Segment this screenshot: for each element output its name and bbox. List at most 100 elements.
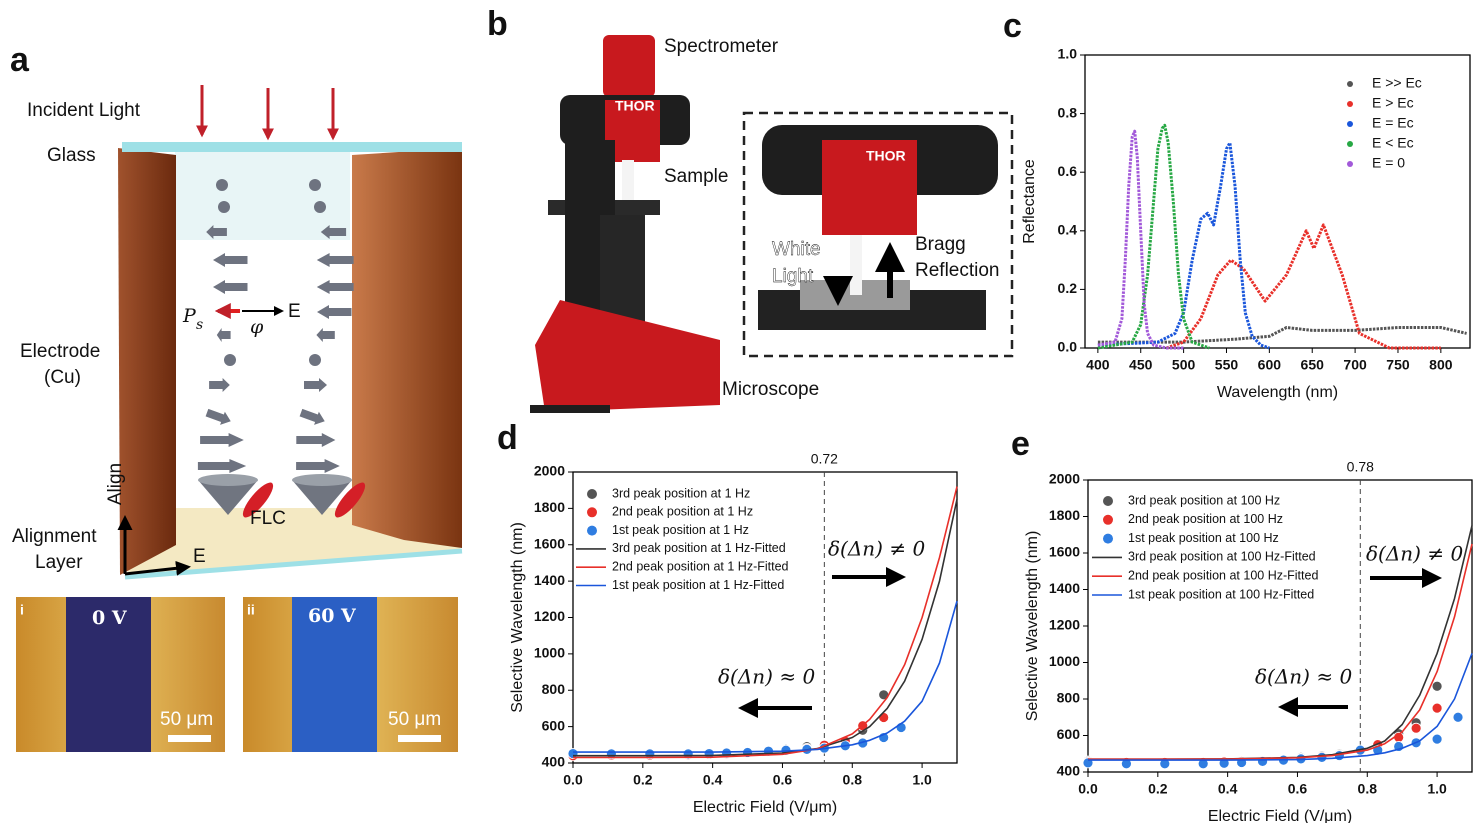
x-tick-label: 700	[1343, 357, 1367, 373]
x-tick-label: 1.0	[1427, 781, 1447, 797]
label: Reflection	[915, 260, 1000, 281]
brand: THOR	[615, 98, 655, 114]
label: i	[20, 602, 24, 618]
label: E	[288, 301, 301, 322]
label: FLC	[250, 508, 286, 529]
label: Glass	[47, 145, 96, 166]
legend-marker	[1103, 496, 1113, 506]
scale-bar	[168, 735, 211, 742]
y-tick-label: 1000	[1049, 653, 1080, 669]
label: P	[182, 305, 197, 327]
x-tick-label: 0.0	[563, 772, 583, 788]
legend-label: 1st peak position at 1 Hz	[612, 523, 749, 537]
cell-illustration	[117, 85, 463, 580]
y-tick-label: 800	[542, 681, 566, 697]
reference-label: 0.72	[811, 451, 838, 467]
y-tick-label: 400	[1057, 763, 1081, 779]
series-line	[1166, 223, 1441, 350]
microscope-illustration	[530, 35, 1014, 413]
label: Sample	[664, 166, 728, 187]
label: Align	[105, 463, 126, 505]
y-tick-label: 1600	[534, 535, 565, 551]
series-line	[1088, 653, 1473, 761]
label: Spectrometer	[664, 36, 779, 57]
y-tick-label: 1400	[534, 572, 565, 588]
panel-label: a	[10, 41, 30, 79]
label: (Cu)	[44, 367, 81, 388]
legend-label: 1st peak position at 1 Hz-Fitted	[612, 578, 784, 592]
y-tick-label: 600	[1057, 726, 1081, 742]
legend-label: 2nd peak position at 100 Hz	[1128, 512, 1283, 526]
y-tick-label: 2000	[1049, 471, 1080, 487]
plot-frame	[1084, 54, 1471, 349]
legend-label: E = 0	[1372, 155, 1405, 171]
series-line	[573, 499, 958, 757]
annotation: δ(Δn) ≈ 0	[1255, 665, 1352, 689]
x-axis-label: Electric Field (V/μm)	[693, 799, 837, 816]
label: s	[196, 317, 203, 333]
label: φ	[250, 316, 264, 338]
x-tick-label: 0.2	[633, 772, 653, 788]
label: Alignment	[12, 526, 97, 547]
panel-label: b	[487, 5, 508, 43]
panel-label: c	[1003, 7, 1022, 45]
label: 50 μm	[388, 709, 441, 730]
legend-marker	[1347, 121, 1353, 127]
x-tick-label: 750	[1386, 357, 1410, 373]
data-point	[1431, 702, 1443, 714]
x-tick-label: 1.0	[912, 772, 932, 788]
y-axis-label: Selective Wavelength (nm)	[509, 522, 526, 713]
legend-label: E >> Ec	[1372, 75, 1422, 91]
legend-marker	[1103, 533, 1113, 544]
label: 0 V	[92, 607, 128, 629]
data-point	[1316, 752, 1328, 763]
x-tick-label: 0.8	[1358, 781, 1378, 797]
legend-marker	[1347, 81, 1353, 87]
label: 60 V	[308, 605, 357, 627]
label: E	[193, 546, 206, 567]
y-tick-label: 1800	[1049, 507, 1080, 523]
legend-label: 2nd peak position at 1 Hz-Fitted	[612, 559, 789, 573]
label: 50 μm	[160, 709, 213, 730]
legend-marker	[587, 525, 597, 536]
y-tick-label: 1400	[1049, 580, 1080, 596]
y-tick-label: 400	[542, 754, 566, 770]
legend-marker	[1347, 101, 1353, 107]
label: ii	[247, 602, 255, 618]
y-axis-label: Selective Wavelength (nm)	[1024, 531, 1041, 722]
series-line	[1097, 141, 1270, 350]
x-tick-label: 0.4	[703, 772, 723, 788]
data-point	[1452, 711, 1464, 723]
legend-label: 1st peak position at 100 Hz	[1128, 531, 1279, 545]
y-tick-label: 0.0	[1058, 339, 1078, 355]
legend-label: E > Ec	[1372, 95, 1414, 111]
series-line	[573, 600, 958, 753]
legend-marker	[587, 489, 597, 499]
x-tick-label: 0.0	[1078, 781, 1098, 797]
legend-label: E = Ec	[1372, 115, 1414, 131]
label: Light	[772, 266, 814, 287]
series-line	[1088, 543, 1473, 760]
label: Electrode	[20, 341, 100, 362]
label: White	[772, 239, 821, 260]
legend-marker	[1103, 514, 1113, 525]
x-tick-label: 450	[1129, 357, 1153, 373]
legend-marker	[1347, 141, 1353, 147]
micrograph-gap	[66, 597, 151, 752]
x-tick-label: 650	[1301, 357, 1325, 373]
micrograph-gap	[292, 597, 377, 752]
label: Bragg	[915, 234, 966, 255]
legend-marker	[587, 507, 597, 518]
x-tick-label: 0.6	[1288, 781, 1308, 797]
x-tick-label: 500	[1172, 357, 1196, 373]
x-tick-label: 400	[1086, 357, 1110, 373]
annotation: δ(Δn) ≠ 0	[828, 537, 925, 561]
x-tick-label: 800	[1429, 357, 1453, 373]
legend-label: 3rd peak position at 1 Hz-Fitted	[612, 541, 786, 555]
y-axis-label: Reflectance	[1021, 159, 1038, 244]
data-point	[1431, 680, 1443, 692]
scale-bar	[398, 735, 441, 742]
legend-label: 3rd peak position at 100 Hz	[1128, 493, 1280, 507]
y-tick-label: 2000	[534, 463, 565, 479]
series-line	[1097, 326, 1467, 344]
